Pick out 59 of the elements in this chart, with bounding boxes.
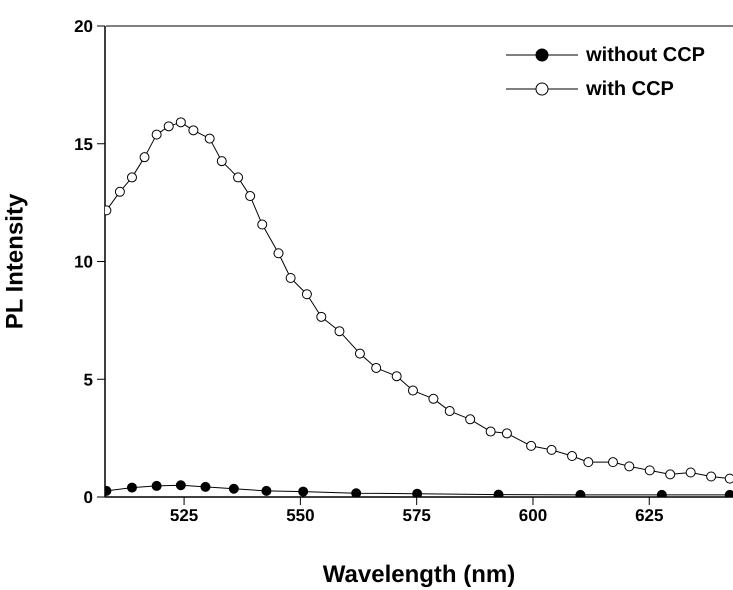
point xyxy=(114,186,125,197)
point xyxy=(176,480,186,490)
point xyxy=(408,386,418,396)
point xyxy=(188,125,198,136)
point xyxy=(608,457,618,468)
point xyxy=(257,220,268,230)
x-tick-label: 625 xyxy=(635,506,664,526)
point xyxy=(624,461,634,472)
x-tick-label: 600 xyxy=(518,506,548,526)
x-axis-title: Wavelength (nm) xyxy=(322,561,516,588)
point xyxy=(428,394,438,404)
y-tick-label: 10 xyxy=(74,252,93,272)
point xyxy=(302,289,312,300)
point xyxy=(567,451,578,462)
point xyxy=(502,428,512,438)
point xyxy=(200,482,210,492)
point xyxy=(644,465,655,476)
point xyxy=(126,172,137,182)
point xyxy=(228,484,239,494)
point xyxy=(140,152,150,162)
point xyxy=(245,191,256,202)
y-tick-label: 5 xyxy=(84,370,93,390)
point xyxy=(233,172,244,182)
point xyxy=(351,488,362,497)
y-tick-label: 15 xyxy=(74,134,93,154)
point xyxy=(216,156,227,166)
x-tick-label: 575 xyxy=(402,506,431,526)
point xyxy=(316,312,326,322)
y-tick-label: 0 xyxy=(84,488,93,508)
point xyxy=(354,348,365,359)
point xyxy=(334,326,344,336)
point xyxy=(583,457,594,468)
legend-label: without CCP xyxy=(586,44,705,66)
point xyxy=(665,469,676,480)
legend-label: with CCP xyxy=(586,78,674,100)
point xyxy=(444,406,455,416)
point xyxy=(706,472,716,482)
point xyxy=(164,121,174,132)
point xyxy=(152,480,162,491)
point xyxy=(126,482,137,493)
point xyxy=(412,488,422,497)
point xyxy=(298,486,308,497)
y-tick-label: 20 xyxy=(74,17,93,36)
point xyxy=(152,130,162,140)
point xyxy=(274,248,284,258)
x-tick-label: 525 xyxy=(170,506,198,526)
point xyxy=(176,117,186,128)
point xyxy=(465,414,476,424)
point xyxy=(261,486,272,496)
point xyxy=(546,444,557,455)
y-axis-title: PL Intensity xyxy=(2,193,29,330)
point xyxy=(371,362,382,373)
point xyxy=(392,371,402,382)
x-tick-label: 550 xyxy=(286,506,315,526)
point xyxy=(286,272,296,283)
point xyxy=(686,468,696,478)
point xyxy=(486,426,496,437)
point xyxy=(526,440,536,451)
point xyxy=(204,134,215,144)
